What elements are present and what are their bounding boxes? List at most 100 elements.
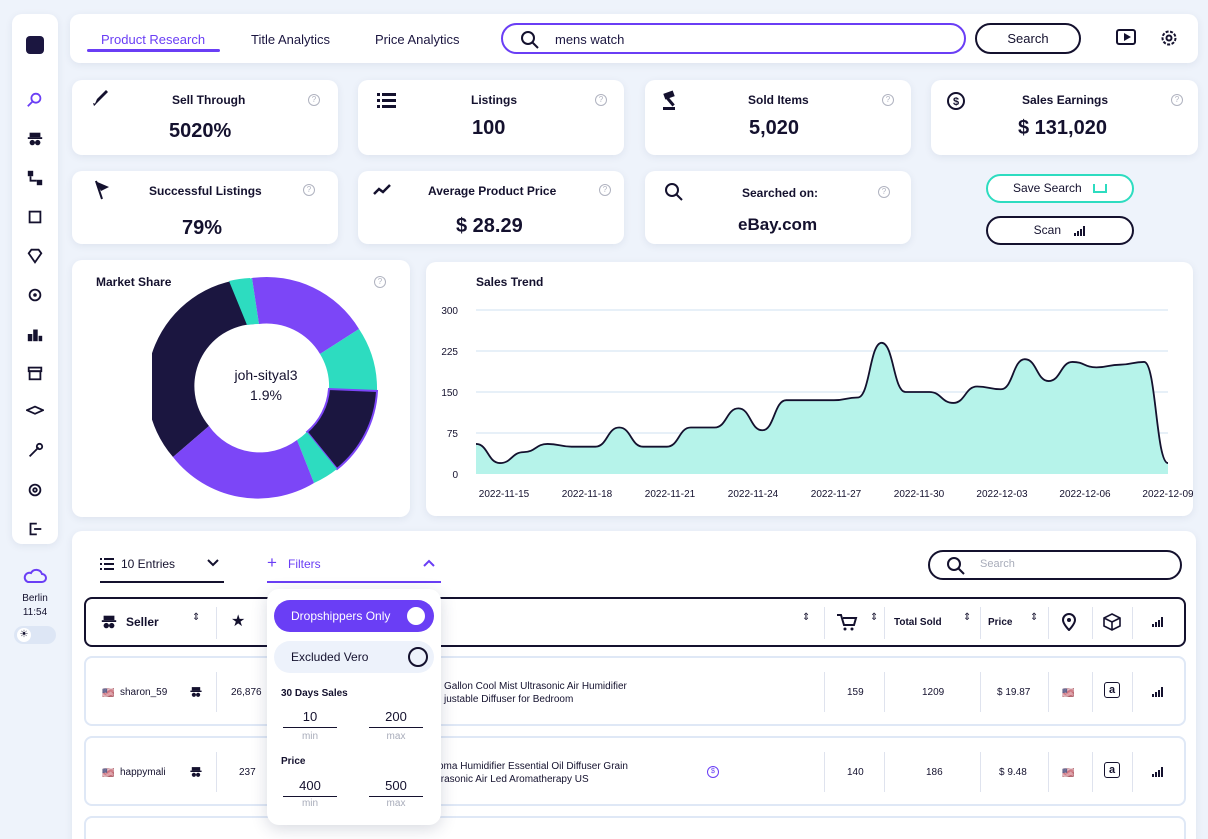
row-feedback: 237 xyxy=(239,767,256,778)
star-icon[interactable]: ★ xyxy=(231,613,246,630)
table-row[interactable]: 🇺🇸 sharon_59 26,876 Gallon Cool Mist Ult… xyxy=(84,656,1186,726)
donut-center-label: joh-sityal3 xyxy=(234,367,298,383)
row-sold30: 140 xyxy=(847,767,864,778)
toggle-on-icon xyxy=(407,607,425,625)
x-tick-label: 2022-11-24 xyxy=(728,489,779,500)
excluded-vero-toggle[interactable]: Excluded Vero xyxy=(274,641,434,673)
sort-icon[interactable]: ⇕ xyxy=(1030,612,1039,623)
filters-toggle[interactable]: + Filters xyxy=(267,553,441,583)
academy-icon[interactable] xyxy=(25,402,45,422)
product-research-icon[interactable] xyxy=(25,90,45,110)
search-button[interactable]: Search xyxy=(975,23,1081,54)
row-title-line2[interactable]: trasonic Air Led Aromatherapy US xyxy=(438,774,589,785)
header-total-sold[interactable]: Total Sold xyxy=(894,617,942,628)
us-flag-icon: 🇺🇸 xyxy=(102,688,115,699)
sales-min-input[interactable]: 10 xyxy=(283,709,337,728)
cart-icon[interactable] xyxy=(836,613,858,631)
donut-chart xyxy=(152,277,379,499)
row-total-sold: 186 xyxy=(926,767,943,778)
settings-icon[interactable] xyxy=(25,480,45,500)
sort-icon[interactable]: ⇕ xyxy=(870,612,879,623)
gear-icon[interactable] xyxy=(1159,28,1179,48)
tab-product-research[interactable]: Product Research xyxy=(101,32,206,47)
diamond-icon[interactable] xyxy=(25,246,45,266)
list-icon xyxy=(100,558,114,570)
help-icon[interactable]: ? xyxy=(374,276,386,288)
vero-badge-icon[interactable]: $ xyxy=(707,766,719,778)
table-row[interactable]: 🇺🇸 happymali 237 oma Humidifier Essentia… xyxy=(84,736,1186,806)
stat-sell-through: Sell Through 5020% ? xyxy=(72,80,338,155)
stat-title: Searched on: xyxy=(742,186,819,200)
help-icon[interactable]: ? xyxy=(882,94,894,106)
signal-icon[interactable] xyxy=(1152,767,1164,777)
chevron-up-icon xyxy=(423,559,435,567)
header-seller[interactable]: Seller xyxy=(126,615,159,629)
market-share-title: Market Share xyxy=(96,275,172,289)
sales-max-input[interactable]: 200 xyxy=(369,709,423,728)
flag-icon xyxy=(95,180,109,200)
tools-icon[interactable] xyxy=(25,441,45,461)
theme-toggle[interactable]: ☀ xyxy=(14,626,56,644)
save-search-label: Save Search xyxy=(1012,181,1082,195)
logout-icon[interactable] xyxy=(25,519,45,539)
toggle-off-icon xyxy=(408,647,428,667)
row-title-line1[interactable]: Gallon Cool Mist Ultrasonic Air Humidifi… xyxy=(444,681,627,692)
row-seller[interactable]: sharon_59 xyxy=(120,687,168,698)
app-logo[interactable] xyxy=(26,36,44,54)
archive-icon[interactable] xyxy=(25,363,45,383)
help-icon[interactable]: ? xyxy=(1171,94,1183,106)
target-icon[interactable] xyxy=(25,285,45,305)
market-share-card: Market Share ? joh-sityal3 1.9% xyxy=(72,260,410,517)
box-icon[interactable] xyxy=(1103,613,1121,631)
sort-icon[interactable]: ⇕ xyxy=(802,612,811,623)
signal-icon[interactable] xyxy=(1152,617,1164,627)
table-search-input[interactable]: Search xyxy=(928,550,1182,580)
price-min-input[interactable]: 400 xyxy=(283,778,337,797)
stat-value: eBay.com xyxy=(738,215,818,234)
help-icon[interactable]: ? xyxy=(599,184,611,196)
header-price[interactable]: Price xyxy=(988,617,1013,628)
spy-icon[interactable] xyxy=(25,129,45,149)
dropshippers-toggle[interactable]: Dropshippers Only xyxy=(274,600,434,632)
divider xyxy=(1048,607,1049,639)
spy-icon xyxy=(101,615,117,629)
tab-title-analytics[interactable]: Title Analytics xyxy=(251,32,330,47)
row-seller[interactable]: happymali xyxy=(120,767,166,778)
stat-sales-earnings: $ Sales Earnings $ 131,020 ? xyxy=(931,80,1198,155)
row-price: $ 19.87 xyxy=(997,687,1031,698)
youtube-icon[interactable] xyxy=(1116,29,1136,45)
scan-button[interactable]: Scan xyxy=(986,216,1134,245)
save-search-button[interactable]: Save Search xyxy=(986,174,1134,203)
svg-text:$: $ xyxy=(953,96,959,108)
help-icon[interactable]: ? xyxy=(595,94,607,106)
ranking-icon[interactable] xyxy=(25,324,45,344)
spy-icon xyxy=(190,767,202,777)
location-icon[interactable] xyxy=(1062,613,1076,631)
help-icon[interactable]: ? xyxy=(303,184,315,196)
price-max-input[interactable]: 500 xyxy=(369,778,423,797)
table-row[interactable] xyxy=(84,816,1186,839)
signal-icon[interactable] xyxy=(1152,687,1164,697)
divider xyxy=(884,752,885,792)
frame-icon[interactable] xyxy=(25,207,45,227)
tab-price-analytics[interactable]: Price Analytics xyxy=(375,32,460,47)
row-title-line2[interactable]: justable Diffuser for Bedroom xyxy=(444,694,574,705)
x-tick-label: 2022-12-03 xyxy=(976,489,1028,500)
min-label: min xyxy=(301,731,319,742)
help-icon[interactable]: ? xyxy=(878,186,890,198)
amazon-icon[interactable]: a xyxy=(1104,762,1120,778)
stat-listings: Listings 100 ? xyxy=(358,80,624,155)
hierarchy-icon[interactable] xyxy=(25,168,45,188)
sort-icon[interactable]: ⇕ xyxy=(192,612,201,623)
row-title-line1[interactable]: oma Humidifier Essential Oil Diffuser Gr… xyxy=(438,761,628,772)
amazon-icon[interactable]: a xyxy=(1104,682,1120,698)
help-icon[interactable]: ? xyxy=(308,94,320,106)
entries-select[interactable]: 10 Entries xyxy=(100,556,224,583)
search-value: mens watch xyxy=(555,32,625,47)
top-bar: Product Research Title Analytics Price A… xyxy=(70,14,1198,63)
max-label: max xyxy=(386,798,406,809)
search-input[interactable]: mens watch xyxy=(501,23,966,54)
sort-icon[interactable]: ⇕ xyxy=(963,612,972,623)
stat-title: Sales Earnings xyxy=(1022,93,1109,107)
divider xyxy=(980,752,981,792)
